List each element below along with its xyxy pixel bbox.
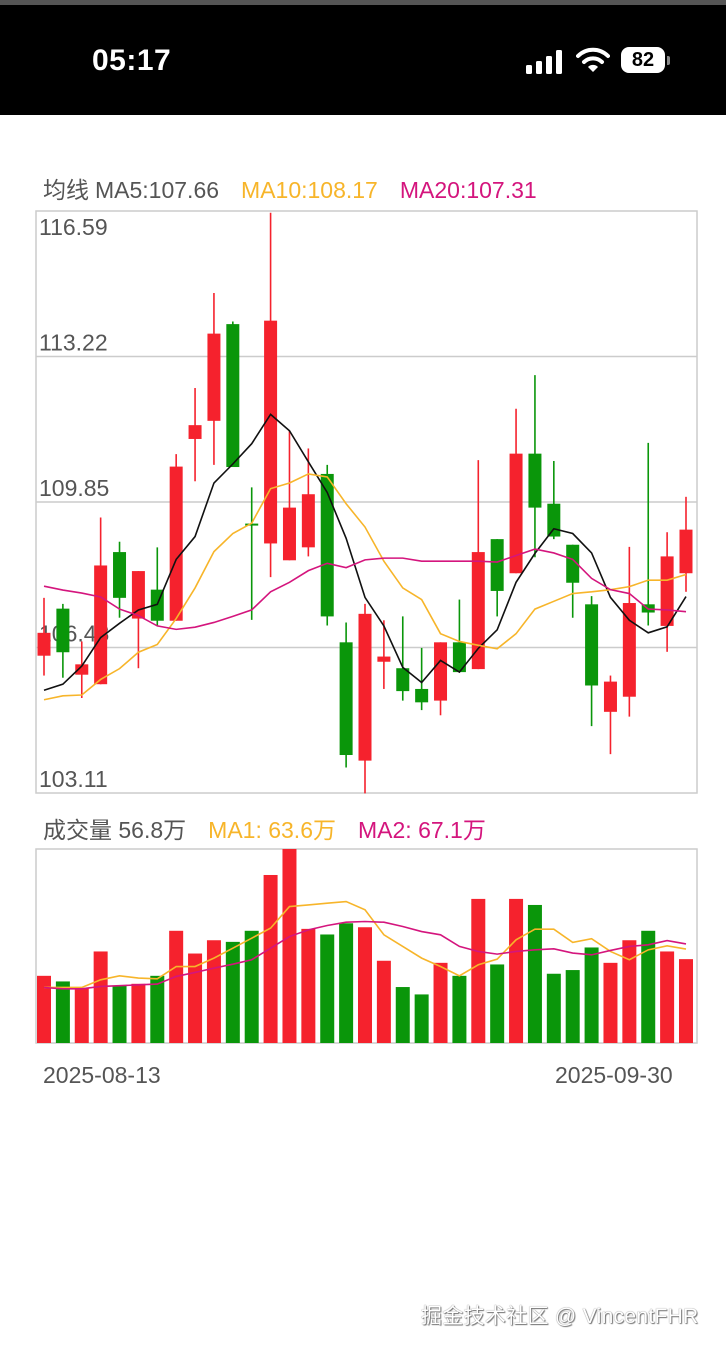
volume-ma-line-ma1 [44, 900, 687, 989]
volume-bar [433, 962, 448, 1043]
candle-body [585, 604, 599, 686]
y-tick-label: 103.11 [39, 766, 108, 792]
volume-bar [509, 898, 524, 1043]
volume-bar [565, 970, 580, 1043]
candle-body [245, 523, 259, 526]
volume-bar [206, 940, 221, 1043]
battery-tip [667, 56, 670, 65]
candle-body [207, 333, 221, 421]
candle-body [434, 642, 448, 701]
volume-bar [301, 928, 316, 1043]
volume-bar [603, 962, 618, 1043]
volume-bar [225, 941, 240, 1043]
volume-bar [320, 934, 335, 1043]
volume-bar [395, 987, 410, 1043]
candle-body [301, 494, 315, 548]
candle-body [226, 324, 240, 468]
ma-line-ma10 [43, 473, 687, 701]
candle-body [75, 664, 89, 675]
volume-bar [358, 927, 372, 1043]
volume-bar [244, 930, 259, 1043]
status-time: 05:17 [92, 44, 172, 77]
candle-body [320, 473, 334, 617]
volume-bar [471, 898, 486, 1043]
candle-body [471, 552, 485, 670]
volume-bar [55, 981, 70, 1043]
date-start: 2025-08-13 [43, 1062, 161, 1088]
status-bar-edge [0, 0, 726, 5]
candle-body [566, 544, 580, 583]
volume-bar [414, 994, 429, 1043]
candle-body [37, 632, 51, 656]
legend-vol-ma2: MA2: 67.1万 [358, 817, 486, 843]
volume-bar [282, 849, 297, 1043]
volume-bar [641, 930, 656, 1043]
candle-body [509, 453, 523, 574]
ma-line-ma20 [43, 548, 687, 631]
y-tick-label: 109.85 [39, 475, 109, 501]
candle-body [603, 681, 617, 712]
volume-ma-line-ma2 [43, 920, 687, 990]
legend-prefix: 均线 [43, 177, 89, 203]
candle-body [396, 668, 410, 692]
volume-bar [339, 923, 354, 1043]
candle-body [547, 503, 561, 537]
signal-icon [526, 50, 564, 74]
volume-bar [188, 953, 203, 1043]
candle-body [188, 425, 202, 439]
candle-body [452, 642, 466, 673]
volume-bar [679, 959, 693, 1043]
volume-bar [112, 985, 127, 1043]
volume-bar [169, 930, 184, 1043]
volume-bar [74, 988, 89, 1043]
volume-chart [35, 848, 698, 1044]
candle-body [660, 556, 674, 626]
volume-bar [622, 940, 637, 1043]
candle-body [56, 608, 70, 653]
volume-bar [584, 947, 599, 1043]
legend-ma20: MA20:107.31 [399, 177, 537, 203]
watermark: 掘金技术社区 @ VincentFHR [421, 1305, 699, 1328]
y-tick-label: 116.59 [39, 214, 108, 240]
candle-body [377, 656, 391, 662]
volume-bar [452, 975, 467, 1043]
volume-bar [527, 904, 542, 1043]
volume-bar [376, 960, 391, 1043]
price-legend: 均线 MA5:107.66 MA10:108.17 MA20:107.31 [43, 171, 559, 205]
candle-body [415, 688, 429, 703]
volume-bar [546, 973, 561, 1043]
legend-volume: 成交量 56.8万 [43, 817, 187, 843]
candle-body [131, 571, 145, 619]
candle-body [358, 613, 372, 761]
legend-ma10: MA10:108.17 [241, 177, 378, 203]
y-tick-label: 113.22 [39, 330, 108, 356]
battery-icon: 82 [621, 47, 665, 73]
candle-body [339, 642, 353, 756]
candle-body [528, 453, 542, 508]
candle-body [490, 539, 504, 591]
ma-line-ma5 [43, 413, 687, 692]
candle-body [113, 552, 127, 598]
volume-bar [131, 983, 146, 1043]
volume-bar [150, 975, 165, 1043]
candle-body [679, 529, 693, 574]
volume-bar [93, 951, 108, 1043]
candle-body [622, 603, 636, 697]
legend-ma5: MA5:107.66 [95, 177, 220, 203]
date-end: 2025-09-30 [555, 1062, 673, 1088]
volume-bar [490, 964, 505, 1043]
volume-bar [660, 951, 675, 1043]
legend-vol-ma1: MA1: 63.6万 [208, 817, 336, 843]
candle-body [282, 507, 296, 561]
volume-bar [263, 874, 278, 1043]
candle-body [94, 565, 108, 685]
volume-bar [37, 975, 51, 1043]
status-bar: 05:17 82 [0, 0, 726, 115]
wifi-icon [576, 47, 610, 72]
candle-body [169, 466, 183, 621]
volume-legend: 成交量 56.8万 MA1: 63.6万 MA2: 67.1万 [43, 811, 508, 845]
